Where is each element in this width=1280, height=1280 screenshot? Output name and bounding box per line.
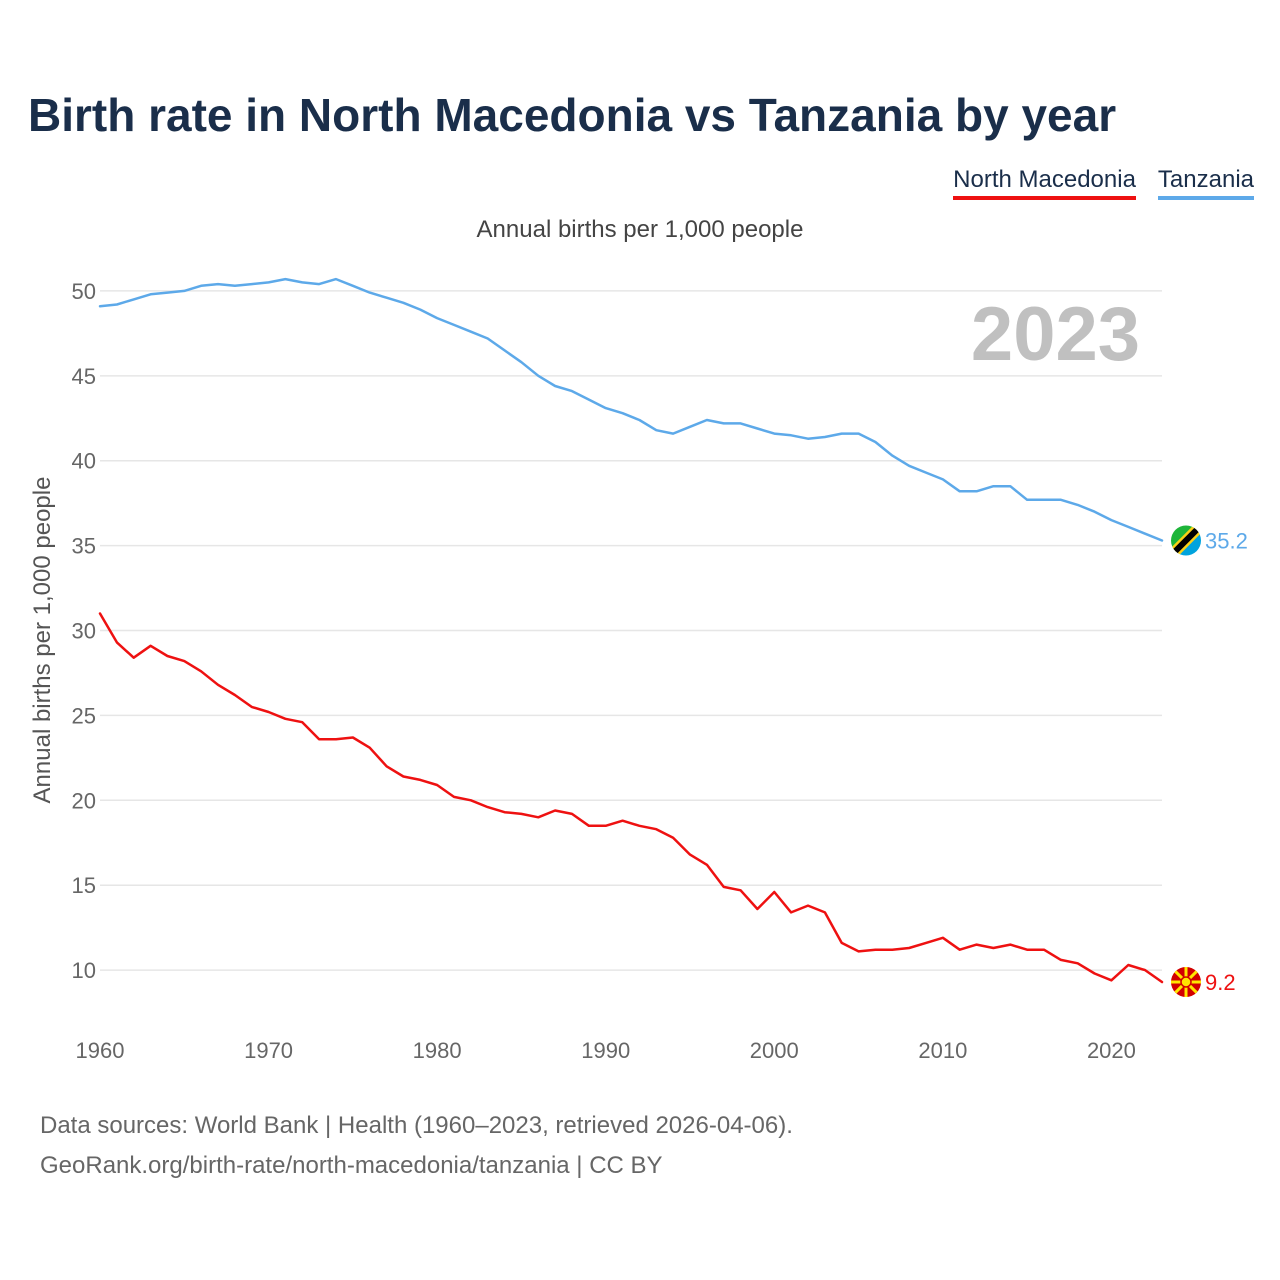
x-tick-label-2020: 2020	[1087, 1038, 1136, 1063]
x-tick-label-1960: 1960	[76, 1038, 125, 1063]
end-label-tanzania: 35.2	[1205, 529, 1248, 554]
source-notes: Data sources: World Bank | Health (1960–…	[40, 1106, 793, 1186]
line-chart: 10 15 20 25 30 35 40 45 50 1960 1970 1980 1990 2000 20…	[29, 277, 1248, 1063]
x-tick-label-1980: 1980	[413, 1038, 462, 1063]
flag-icon-north-macedonia	[1170, 966, 1202, 997]
y-tick-label-30: 30	[72, 619, 96, 644]
legend: North Macedonia Tanzania	[953, 166, 1254, 200]
source-line-2[interactable]: GeoRank.org/birth-rate/north-macedonia/t…	[40, 1152, 663, 1179]
y-tick-label-25: 25	[72, 703, 96, 728]
x-tick-label-1970: 1970	[244, 1038, 293, 1063]
y-axis-title: Annual births per 1,000 people	[29, 477, 56, 804]
x-tick-label-1990: 1990	[581, 1038, 630, 1063]
series-line-north-macedonia	[98, 612, 1164, 984]
chart-subtitle: Annual births per 1,000 people	[476, 216, 804, 243]
y-tick-label-45: 45	[72, 364, 96, 389]
source-line-1: Data sources: World Bank | Health (1960–…	[40, 1112, 793, 1139]
series-line-tanzania	[98, 277, 1164, 542]
y-tick-label-40: 40	[72, 449, 96, 474]
y-tick-label-15: 15	[72, 873, 96, 898]
flag-icon-tanzania	[1171, 525, 1201, 556]
x-tick-label-2010: 2010	[918, 1038, 967, 1063]
chart-title: Birth rate in North Macedonia vs Tanzani…	[28, 89, 1117, 141]
year-watermark: 2023	[971, 292, 1140, 377]
end-label-north-macedonia: 9.2	[1205, 970, 1236, 995]
legend-north-macedonia[interactable]: North Macedonia	[953, 166, 1136, 200]
y-tick-label-20: 20	[72, 788, 96, 813]
y-tick-label-50: 50	[72, 279, 96, 304]
y-tick-label-35: 35	[72, 534, 96, 559]
y-tick-label-10: 10	[72, 958, 96, 983]
x-tick-label-2000: 2000	[750, 1038, 799, 1063]
legend-tanzania[interactable]: Tanzania	[1157, 166, 1254, 200]
